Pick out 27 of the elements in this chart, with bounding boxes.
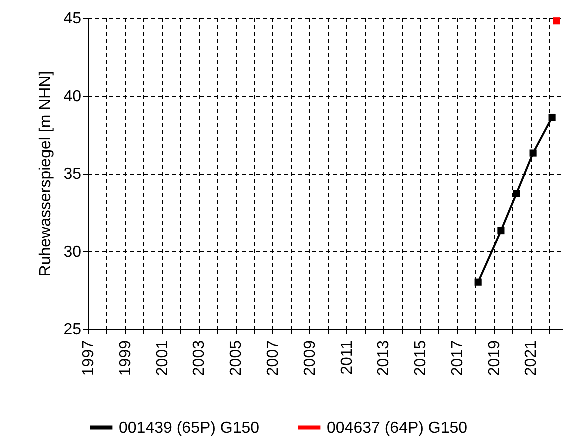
x-tick-label: 2011 [338, 340, 356, 375]
point [474, 278, 482, 286]
legend-label: 004637 (64P) G150 [327, 420, 468, 437]
x-tick-label: 2015 [412, 340, 430, 376]
point [498, 228, 505, 235]
x-tick-label: 2009 [302, 340, 319, 376]
x-tick-label: 2007 [264, 340, 282, 376]
x-tick-label: 2001 [154, 340, 172, 376]
point [513, 190, 520, 198]
y-tick-label: 45 [64, 10, 82, 28]
x-tick-label: 2013 [376, 340, 393, 376]
legend-label: 001439 (65P) G150 [119, 420, 260, 437]
point [530, 150, 537, 157]
x-tick-label: 2005 [228, 340, 246, 376]
x-tick-label: 2017 [449, 340, 466, 376]
y-tick-label: 40 [64, 88, 82, 106]
x-tick-label: 2019 [486, 340, 504, 376]
y-axis-title: Ruhewasserspiegel [m NHN] [38, 71, 55, 277]
x-tick-label: 2003 [191, 340, 208, 376]
point [548, 114, 556, 122]
y-tick-label: 30 [64, 244, 82, 261]
point [553, 18, 560, 25]
x-tick-label: 1997 [80, 340, 98, 376]
x-tick-label: 2021 [523, 340, 540, 376]
y-tick-label: 25 [64, 322, 82, 338]
x-tick-label: 1999 [117, 340, 134, 376]
y-tick-label: 35 [64, 166, 82, 183]
